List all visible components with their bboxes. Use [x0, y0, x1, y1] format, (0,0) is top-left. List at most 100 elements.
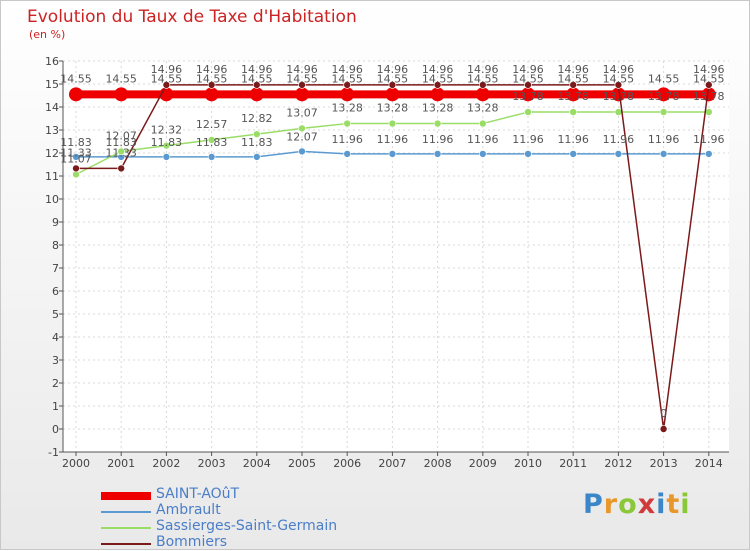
- data-point-bommiers: [343, 81, 352, 89]
- legend-swatch-sassierges: [101, 527, 151, 529]
- data-point-ambrault: [704, 150, 713, 158]
- data-label-bommiers: 0: [660, 407, 667, 420]
- y-tick-label: 0: [52, 423, 59, 436]
- data-point-sassierges: [659, 108, 668, 116]
- data-label-sassierges: 13.78: [648, 90, 680, 103]
- data-label-bommiers: 14.96: [331, 63, 363, 76]
- legend-item-saint-aout: SAINT-AOûT: [101, 486, 401, 503]
- data-point-ambrault: [72, 153, 80, 161]
- data-label-sassierges: 13.78: [603, 90, 635, 103]
- data-label-bommiers: 14.96: [512, 63, 544, 76]
- data-label-bommiers: 14.96: [151, 63, 183, 76]
- x-tick-label: 2000: [62, 457, 90, 470]
- legend-item-sassierges: Sassierges-Saint-Germain: [101, 518, 401, 535]
- y-tick-label: 3: [52, 354, 59, 367]
- legend-swatch-bommiers: [101, 543, 151, 545]
- data-point-saint-aout: [611, 87, 626, 102]
- proxiti-logo: Proxiti: [583, 489, 691, 520]
- y-tick-label: 16: [45, 55, 59, 68]
- data-label-bommiers: 14.96: [557, 63, 589, 76]
- data-point-sassierges: [162, 141, 171, 150]
- data-point-bommiers: [298, 81, 306, 89]
- data-label-bommiers: 14.96: [693, 63, 725, 76]
- data-label-saint-aout: 14.55: [512, 72, 544, 85]
- legend-item-ambrault: Ambrault: [101, 502, 401, 519]
- y-tick-label: -1: [48, 446, 59, 459]
- data-point-bommiers: [207, 81, 216, 89]
- y-tick-label: 2: [52, 377, 59, 390]
- x-tick-label: 2004: [243, 457, 271, 470]
- legend-label: Ambrault: [156, 502, 221, 518]
- data-point-saint-aout: [340, 87, 355, 102]
- data-point-saint-aout: [295, 87, 309, 102]
- data-label-sassierges: 13.28: [331, 102, 363, 115]
- data-label-ambrault: 12.07: [286, 130, 318, 143]
- data-point-ambrault: [162, 153, 171, 161]
- y-tick-label: 10: [45, 193, 59, 206]
- data-label-saint-aout: 14.55: [241, 72, 273, 85]
- data-point-sassierges: [524, 108, 532, 116]
- data-point-sassierges: [343, 119, 352, 128]
- data-label-saint-aout: 14.55: [331, 72, 363, 85]
- data-label-sassierges: 13.78: [512, 90, 544, 103]
- data-label-saint-aout: 14.55: [603, 72, 635, 85]
- data-label-ambrault: 11.96: [377, 133, 409, 146]
- data-label-sassierges: 11.07: [60, 152, 92, 165]
- x-tick-label: 2014: [695, 457, 723, 470]
- data-label-saint-aout: 14.55: [377, 72, 409, 85]
- legend-item-bommiers: Bommiers: [101, 534, 401, 551]
- legend-label: SAINT-AOûT: [156, 486, 240, 502]
- data-point-sassierges: [614, 108, 623, 116]
- data-label-sassierges: 12.57: [196, 118, 228, 131]
- data-point-bommiers: [704, 81, 713, 89]
- data-point-bommiers: [659, 425, 668, 433]
- data-label-ambrault: 11.96: [557, 133, 589, 146]
- data-point-ambrault: [207, 153, 216, 161]
- data-label-ambrault: 11.83: [105, 136, 137, 149]
- data-label-sassierges: 12.82: [241, 112, 273, 125]
- data-point-saint-aout: [475, 87, 490, 102]
- legend-label: Bommiers: [156, 534, 227, 550]
- data-label-saint-aout: 14.55: [196, 72, 228, 85]
- data-label-saint-aout: 14.55: [467, 72, 499, 85]
- data-point-sassierges: [253, 130, 261, 138]
- y-tick-label: 4: [52, 331, 59, 344]
- data-label-bommiers: 14.96: [467, 63, 499, 76]
- data-point-sassierges: [298, 124, 306, 133]
- data-label-saint-aout: 14.55: [105, 72, 137, 85]
- data-point-bommiers: [253, 81, 261, 89]
- data-label-saint-aout: 14.55: [60, 72, 92, 85]
- data-label-sassierges: 13.07: [286, 106, 318, 119]
- data-point-saint-aout: [249, 87, 264, 102]
- y-tick-label: 8: [52, 239, 59, 252]
- data-label-bommiers: 14.96: [377, 63, 409, 76]
- chart-title: Evolution du Taux de Taxe d'Habitation: [27, 7, 357, 27]
- data-label-ambrault: 11.83: [151, 136, 183, 149]
- y-tick-label: 7: [52, 262, 59, 275]
- data-point-saint-aout: [204, 87, 219, 102]
- data-label-sassierges: 13.78: [557, 90, 589, 103]
- data-label-ambrault: 11.83: [196, 136, 228, 149]
- chart-subtitle: (en %): [29, 28, 66, 41]
- data-label-sassierges: 13.78: [693, 90, 725, 103]
- data-point-bommiers: [614, 81, 623, 89]
- data-point-bommiers: [117, 164, 125, 173]
- data-point-saint-aout: [521, 87, 535, 102]
- legend-label: Sassierges-Saint-Germain: [156, 518, 338, 534]
- y-tick-label: 13: [45, 124, 59, 137]
- x-tick-label: 2013: [650, 457, 678, 470]
- data-label-saint-aout: 14.55: [557, 72, 589, 85]
- data-label-sassierges: 12.07: [105, 129, 137, 142]
- data-label-sassierges: 12.32: [151, 124, 183, 137]
- data-label-ambrault: 11.83: [60, 136, 92, 149]
- y-tick-label: 14: [45, 101, 59, 114]
- data-label-bommiers: 14.96: [241, 63, 273, 76]
- data-label-ambrault: 11.96: [603, 133, 635, 146]
- data-label-bommiers: 14.96: [603, 63, 635, 76]
- data-label-ambrault: 11.96: [693, 133, 725, 146]
- data-point-sassierges: [704, 108, 713, 116]
- legend-swatch-ambrault: [101, 511, 151, 513]
- y-tick-label: 6: [52, 285, 59, 298]
- data-point-sassierges: [478, 119, 487, 128]
